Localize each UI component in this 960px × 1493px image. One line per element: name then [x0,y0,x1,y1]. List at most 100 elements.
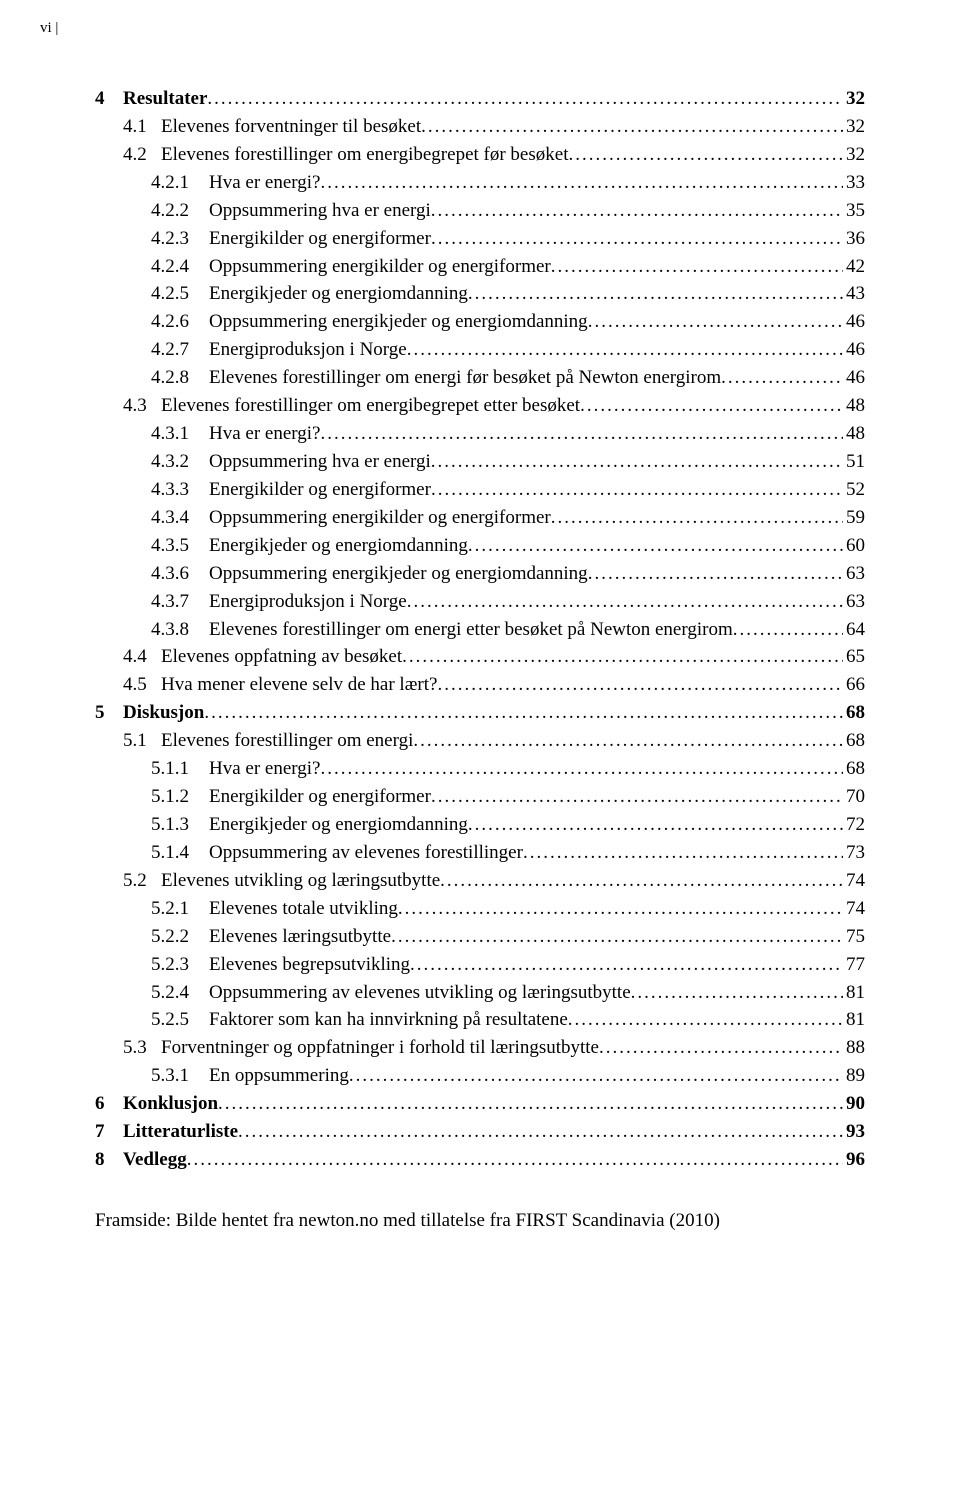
toc-entry-number: 4.1 [123,113,161,141]
toc-dot-leader [523,839,843,867]
toc-entry-number: 4.3.8 [151,616,209,644]
toc-dot-leader [421,113,843,141]
toc-entry: 5.2.3Elevenes begrepsutvikling77 [95,951,865,979]
toc-entry-number: 4.2.3 [151,225,209,253]
toc-entry: 4.3Elevenes forestillinger om energibegr… [95,392,865,420]
toc-entry-number: 4.2.6 [151,308,209,336]
toc-entry-number: 5.2 [123,867,161,895]
toc-dot-leader [568,1006,843,1034]
toc-dot-leader [431,783,843,811]
toc-entry: 5.3Forventninger og oppfatninger i forho… [95,1034,865,1062]
toc-entry: 5.1.3Energikjeder og energiomdanning72 [95,811,865,839]
toc-entry: 4.2.6Oppsummering energikjeder og energi… [95,308,865,336]
toc-entry-page: 64 [843,616,865,644]
toc-dot-leader [407,336,843,364]
toc-entry-title: Konklusjon [123,1090,218,1118]
toc-entry-title: Oppsummering hva er energi [209,448,431,476]
toc-entry-page: 46 [843,336,865,364]
toc-entry: 5.3.1En oppsummering89 [95,1062,865,1090]
toc-entry-number: 4.5 [123,671,161,699]
toc-entry-title: Elevenes begrepsutvikling [209,951,410,979]
toc-entry-title: Faktorer som kan ha innvirkning på resul… [209,1006,568,1034]
toc-entry-title: Elevenes læringsutbytte [209,923,391,951]
toc-entry-page: 42 [843,253,865,281]
toc-entry-title: Energikjeder og energiomdanning [209,280,468,308]
toc-entry-title: Energiproduksjon i Norge [209,336,407,364]
toc-dot-leader [238,1118,843,1146]
toc-entry-title: Oppsummering av elevenes utvikling og læ… [209,979,631,1007]
toc-entry-number: 5.2.3 [151,951,209,979]
toc-entry: 4Resultater32 [95,85,865,113]
toc-dot-leader [431,448,843,476]
toc-dot-leader [588,560,843,588]
toc-entry-page: 74 [843,895,865,923]
toc-dot-leader [407,588,843,616]
toc-entry-number: 4.3.5 [151,532,209,560]
toc-dot-leader [551,504,843,532]
table-of-contents: 4Resultater324.1Elevenes forventninger t… [95,85,865,1174]
toc-entry-title: Hva er energi? [209,420,320,448]
toc-entry-page: 52 [843,476,865,504]
toc-dot-leader [320,420,843,448]
toc-entry-page: 88 [843,1034,865,1062]
toc-entry-title: Elevenes utvikling og læringsutbytte [161,867,440,895]
toc-entry-page: 74 [843,867,865,895]
toc-entry-page: 32 [843,141,865,169]
toc-entry-title: Energikjeder og energiomdanning [209,811,468,839]
toc-entry-number: 5.1.2 [151,783,209,811]
toc-entry-page: 60 [843,532,865,560]
toc-dot-leader [204,699,843,727]
toc-entry-number: 4.2.8 [151,364,209,392]
toc-entry: 4.2.2Oppsummering hva er energi35 [95,197,865,225]
toc-entry-page: 32 [843,85,865,113]
toc-entry-page: 65 [843,643,865,671]
toc-dot-leader [437,671,843,699]
toc-dot-leader [320,755,843,783]
toc-entry: 5Diskusjon68 [95,699,865,727]
toc-entry-number: 4.3 [123,392,161,420]
toc-entry-page: 81 [843,1006,865,1034]
toc-entry-title: Oppsummering av elevenes forestillinger [209,839,523,867]
toc-entry: 5.2Elevenes utvikling og læringsutbytte 7… [95,867,865,895]
toc-entry: 5.1.4Oppsummering av elevenes forestilli… [95,839,865,867]
toc-entry-number: 4.3.6 [151,560,209,588]
toc-entry-page: 75 [843,923,865,951]
toc-entry: 4.3.7Energiproduksjon i Norge63 [95,588,865,616]
toc-entry: 4.2.5Energikjeder og energiomdanning 43 [95,280,865,308]
toc-entry-number: 4.3.7 [151,588,209,616]
toc-entry-title: Hva er energi? [209,169,320,197]
toc-dot-leader [733,616,843,644]
toc-entry-number: 4.3.2 [151,448,209,476]
toc-entry-page: 43 [843,280,865,308]
toc-entry-number: 6 [95,1090,123,1118]
toc-entry-page: 66 [843,671,865,699]
toc-entry-title: Oppsummering energikjeder og energiomdan… [209,308,588,336]
toc-dot-leader [440,867,843,895]
toc-entry-number: 5.2.4 [151,979,209,1007]
toc-entry-page: 36 [843,225,865,253]
toc-dot-leader [431,476,843,504]
toc-entry-title: Oppsummering energikjeder og energiomdan… [209,560,588,588]
toc-entry-number: 4.4 [123,643,161,671]
toc-entry-number: 7 [95,1118,123,1146]
toc-entry: 4.3.4Oppsummering energikilder og energi… [95,504,865,532]
toc-entry-number: 4.2.5 [151,280,209,308]
toc-entry: 8Vedlegg96 [95,1146,865,1174]
toc-entry-number: 5.1.1 [151,755,209,783]
toc-entry-page: 33 [843,169,865,197]
toc-entry-title: Forventninger og oppfatninger i forhold … [161,1034,599,1062]
toc-entry: 4.3.1Hva er energi?48 [95,420,865,448]
toc-dot-leader [580,392,843,420]
toc-entry-page: 51 [843,448,865,476]
toc-entry-number: 5 [95,699,123,727]
toc-entry-page: 73 [843,839,865,867]
page-header: vi | [40,20,58,37]
toc-dot-leader [320,169,843,197]
toc-entry-title: Vedlegg [123,1146,187,1174]
toc-entry-page: 72 [843,811,865,839]
toc-entry-number: 4.2.2 [151,197,209,225]
toc-entry: 4.2.4Oppsummering energikilder og energi… [95,253,865,281]
toc-dot-leader [413,727,843,755]
toc-entry-page: 68 [843,727,865,755]
toc-entry: 5.2.4Oppsummering av elevenes utvikling … [95,979,865,1007]
